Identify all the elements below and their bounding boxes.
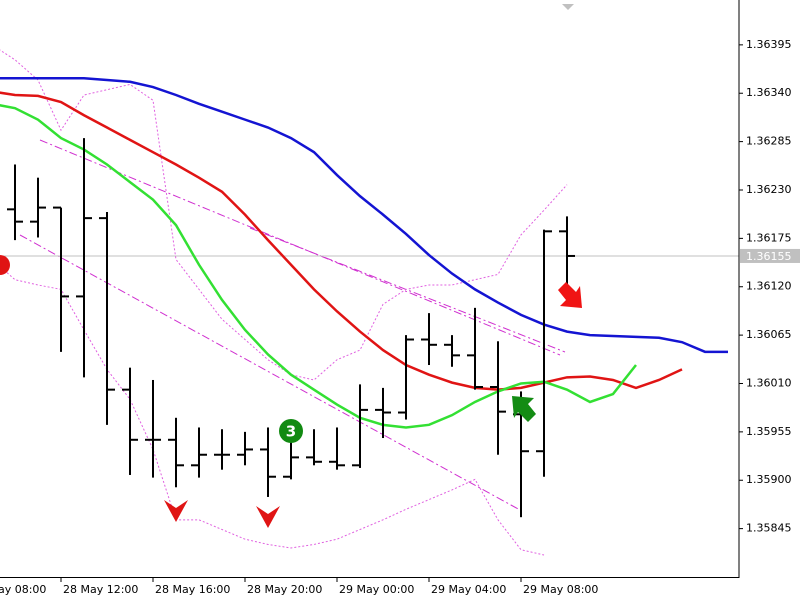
signal-dot <box>0 255 10 275</box>
signal-badge <box>279 419 303 443</box>
current-price-label: 1.36155 <box>746 250 792 263</box>
y-tick-label: 1.36285 <box>746 135 792 148</box>
indicator-line <box>0 104 637 429</box>
indicator-line <box>0 49 568 381</box>
x-tick-label: 28 May 16:00 <box>155 583 230 596</box>
y-tick-label: 1.35845 <box>746 522 792 535</box>
trend-line <box>19 234 521 511</box>
sell-arrow <box>256 506 280 528</box>
sell-arrow <box>558 282 582 308</box>
y-tick-label: 1.35900 <box>746 473 792 486</box>
y-tick-label: 1.35955 <box>746 425 792 438</box>
signal-label: 3 <box>286 423 296 441</box>
y-tick-label: 1.36120 <box>746 280 792 293</box>
y-tick-label: 1.36395 <box>746 38 792 51</box>
x-tick-label: 29 May 00:00 <box>339 583 414 596</box>
x-tick-label: 29 May 04:00 <box>431 583 506 596</box>
signals: 3 <box>0 255 582 528</box>
plot-area <box>19 139 566 511</box>
x-tick-label: 28 May 08:00 <box>0 583 46 596</box>
y-tick-label: 1.36175 <box>746 231 792 244</box>
y-tick-label: 1.36065 <box>746 328 792 341</box>
scroll-marker <box>562 4 574 10</box>
x-tick-label: 28 May 20:00 <box>247 583 322 596</box>
y-tick-label: 1.36010 <box>746 376 792 389</box>
indicator-line <box>0 91 683 391</box>
trend-line <box>39 139 561 356</box>
y-tick-label: 1.36340 <box>746 86 792 99</box>
buy-arrow <box>512 396 536 422</box>
current-price-tag <box>740 248 800 263</box>
y-tick-label: 1.36230 <box>746 183 792 196</box>
x-tick-label: 28 May 12:00 <box>63 583 138 596</box>
x-tick-label: 29 May 08:00 <box>523 583 598 596</box>
sell-arrow <box>164 500 188 522</box>
indicator-line <box>0 77 728 354</box>
marks <box>0 49 739 556</box>
